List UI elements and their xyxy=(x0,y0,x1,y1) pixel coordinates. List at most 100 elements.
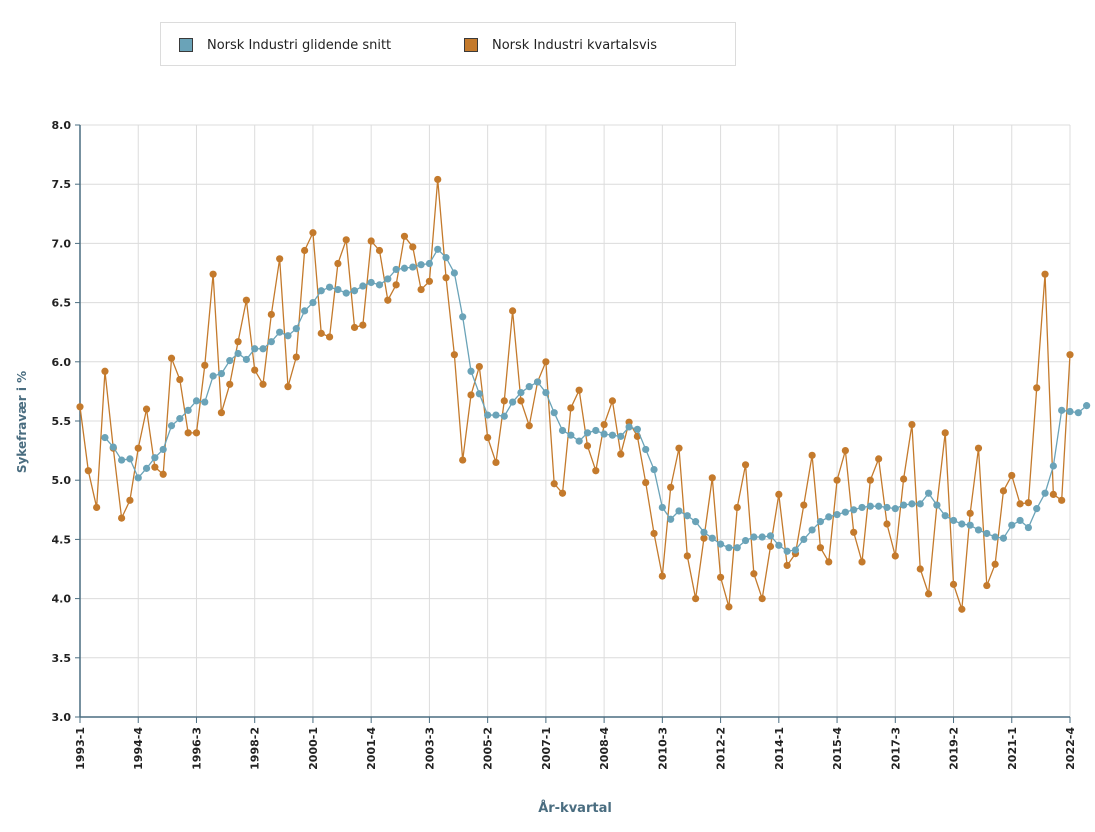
data-point-kvartalsvis xyxy=(542,358,550,366)
data-point-glidende xyxy=(658,503,666,512)
data-point-glidende xyxy=(783,547,791,555)
data-point-glidende xyxy=(683,512,691,520)
data-point-kvartalsvis xyxy=(301,246,309,255)
data-point-glidende xyxy=(142,464,151,472)
data-point-glidende xyxy=(259,345,267,353)
y-tick-label: 3.0 xyxy=(52,711,72,724)
data-point-kvartalsvis xyxy=(800,501,808,509)
data-point-kvartalsvis xyxy=(459,456,467,464)
data-point-glidende xyxy=(409,263,417,271)
data-point-kvartalsvis xyxy=(883,520,891,528)
data-point-kvartalsvis xyxy=(983,581,991,590)
data-point-glidende xyxy=(600,430,608,438)
data-point-kvartalsvis xyxy=(525,422,533,430)
data-point-kvartalsvis xyxy=(192,429,201,437)
data-point-glidende xyxy=(392,265,400,274)
data-point-kvartalsvis xyxy=(550,480,558,488)
data-point-glidende xyxy=(151,454,159,462)
legend-swatch-kvartalsvis xyxy=(464,38,478,52)
data-point-kvartalsvis xyxy=(716,573,725,581)
legend-label-kvartalsvis: Norsk Industri kvartalsvis xyxy=(492,37,658,53)
data-point-kvartalsvis xyxy=(292,353,300,361)
y-tick-label: 7.5 xyxy=(52,178,72,191)
x-tick-label: 2001-4 xyxy=(365,727,378,770)
data-point-glidende xyxy=(359,282,367,290)
data-point-kvartalsvis xyxy=(1008,471,1016,480)
legend-label-glidende: Norsk Industri glidende snitt xyxy=(207,37,392,53)
data-point-glidende xyxy=(1008,521,1016,529)
data-point-kvartalsvis xyxy=(825,558,833,566)
data-point-glidende xyxy=(251,345,259,353)
data-point-glidende xyxy=(442,254,450,262)
data-point-glidende xyxy=(1058,406,1066,414)
data-point-kvartalsvis xyxy=(692,595,700,603)
data-point-glidende xyxy=(292,325,300,333)
data-point-glidende xyxy=(417,261,425,269)
y-tick-label: 5.0 xyxy=(52,474,72,487)
data-point-glidende xyxy=(999,534,1008,542)
data-point-glidende xyxy=(134,474,142,482)
data-point-glidende xyxy=(550,409,558,417)
data-point-glidende xyxy=(242,355,250,364)
data-point-kvartalsvis xyxy=(167,354,176,362)
y-tick-label: 7.0 xyxy=(52,237,72,250)
data-point-glidende xyxy=(1024,523,1032,532)
data-point-glidende xyxy=(791,546,800,554)
data-point-glidende xyxy=(1066,407,1074,416)
data-point-glidende xyxy=(525,383,533,391)
data-point-kvartalsvis xyxy=(467,391,475,399)
data-point-glidende xyxy=(226,357,234,365)
data-point-glidende xyxy=(675,507,683,515)
x-tick-label: 2015-4 xyxy=(831,727,844,770)
data-point-kvartalsvis xyxy=(217,409,226,417)
data-point-kvartalsvis xyxy=(76,403,84,411)
data-point-kvartalsvis xyxy=(93,503,101,512)
data-point-kvartalsvis xyxy=(242,296,250,304)
data-point-glidende xyxy=(118,456,126,464)
data-point-glidende xyxy=(500,412,508,420)
data-point-kvartalsvis xyxy=(442,274,450,282)
data-point-glidende xyxy=(1074,409,1082,417)
data-point-glidende xyxy=(775,541,783,549)
data-point-glidende xyxy=(209,372,217,380)
y-tick-label: 8.0 xyxy=(52,119,72,132)
data-point-glidende xyxy=(400,264,409,272)
data-point-glidende xyxy=(916,500,924,508)
data-point-glidende xyxy=(708,534,716,542)
data-point-glidende xyxy=(966,521,974,529)
grid-layer xyxy=(79,124,1071,718)
data-point-kvartalsvis xyxy=(500,397,508,405)
x-tick-label: 2021-1 xyxy=(1006,727,1019,770)
data-point-kvartalsvis xyxy=(841,447,849,455)
legend-item-glidende: Norsk Industri glidende snitt xyxy=(179,36,391,54)
data-point-glidende xyxy=(617,432,625,440)
data-point-glidende xyxy=(1033,505,1041,513)
data-point-kvartalsvis xyxy=(450,351,458,359)
legend-swatch-glidende xyxy=(179,38,193,52)
data-point-glidende xyxy=(475,390,483,398)
data-point-kvartalsvis xyxy=(833,476,841,484)
data-point-kvartalsvis xyxy=(425,277,434,285)
data-point-glidende xyxy=(176,415,184,423)
x-tick-label: 2003-3 xyxy=(423,727,436,770)
data-point-kvartalsvis xyxy=(1016,500,1024,508)
data-point-kvartalsvis xyxy=(226,380,234,388)
data-point-kvartalsvis xyxy=(84,467,92,475)
data-point-kvartalsvis xyxy=(342,236,350,244)
data-point-glidende xyxy=(900,501,908,509)
data-point-kvartalsvis xyxy=(916,565,924,573)
data-point-glidende xyxy=(533,378,542,386)
data-point-kvartalsvis xyxy=(176,375,184,384)
x-tick-label: 2010-3 xyxy=(656,727,669,770)
data-point-glidende xyxy=(1041,489,1049,497)
data-point-glidende xyxy=(700,528,708,536)
data-point-kvartalsvis xyxy=(325,333,334,341)
data-point-glidende xyxy=(667,515,675,523)
data-point-kvartalsvis xyxy=(875,455,883,463)
data-point-glidende xyxy=(375,281,384,289)
data-point-glidende xyxy=(949,516,958,525)
data-point-glidende xyxy=(1083,402,1091,410)
data-point-kvartalsvis xyxy=(284,383,292,391)
data-point-glidende xyxy=(733,544,741,552)
data-point-kvartalsvis xyxy=(350,323,359,332)
